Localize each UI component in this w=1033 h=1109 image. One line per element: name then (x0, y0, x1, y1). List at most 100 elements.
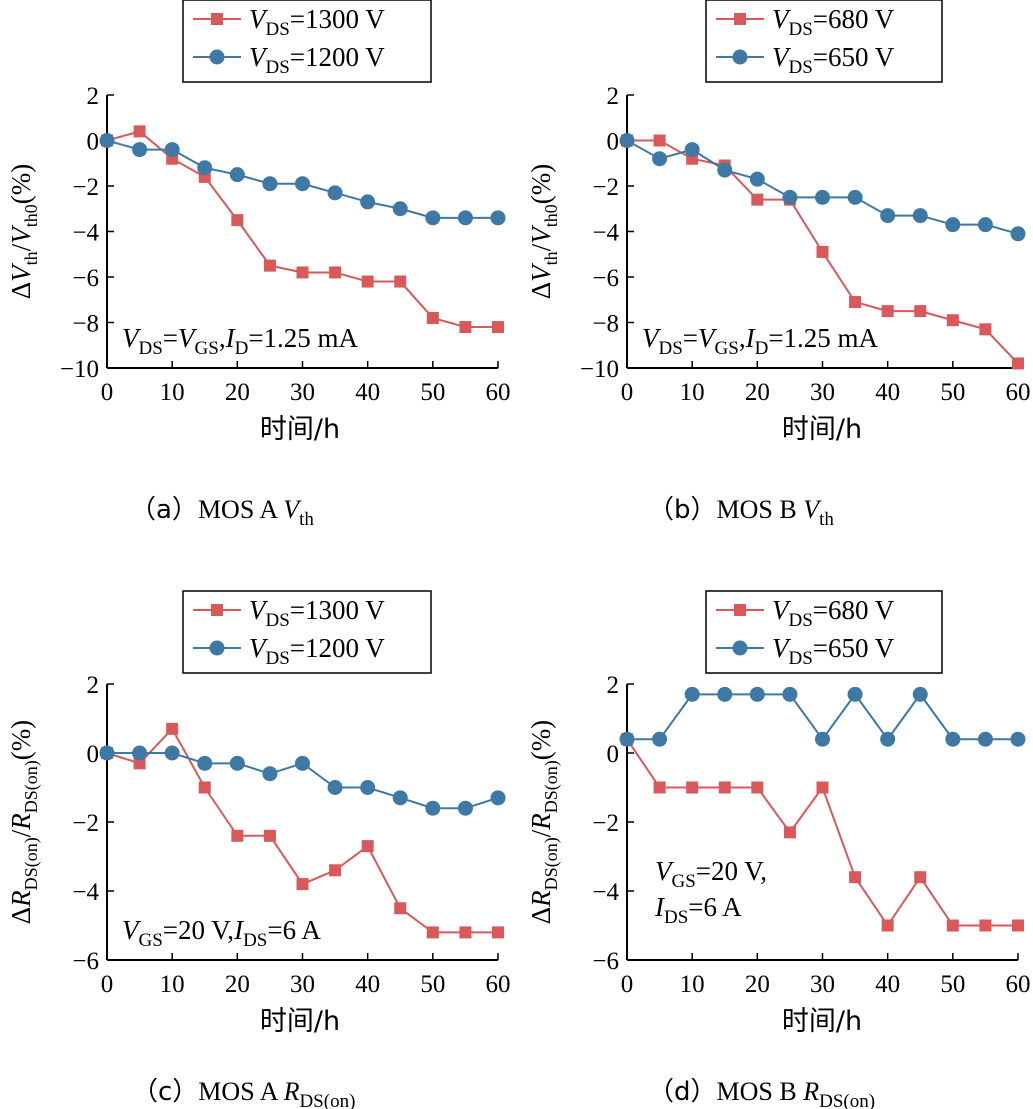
data-point-square (198, 781, 211, 794)
y-tick-label: −10 (60, 356, 99, 383)
x-tick-label: 30 (810, 971, 835, 998)
ylabel-delta: Δ (526, 907, 556, 924)
x-tick-label: 0 (101, 971, 114, 998)
data-point-square (459, 321, 472, 334)
caption-sub: th (819, 509, 834, 530)
data-point-circle (197, 160, 213, 176)
data-point-circle (132, 142, 148, 158)
legend-rest: =680 V (813, 595, 895, 625)
caption-prefix: （d） (648, 1077, 717, 1107)
legend-box (182, 590, 432, 674)
anno-sub: DS (659, 338, 683, 359)
data-point-square (946, 314, 959, 327)
data-point-square (946, 919, 959, 932)
anno-part: I (745, 323, 757, 353)
data-point-square (231, 829, 244, 842)
legend-sym: V (249, 633, 269, 663)
ylabel-slash: / (526, 829, 556, 837)
anno-part: = (683, 323, 698, 353)
y-tick-label: −8 (592, 311, 619, 338)
y-tick-label: 2 (607, 83, 620, 110)
data-point-circle (425, 800, 441, 816)
data-point-square (459, 926, 472, 939)
anno-sub: GS (715, 338, 739, 359)
anno-part: V (178, 323, 198, 353)
x-tick-label: 20 (745, 379, 770, 406)
data-point-square (426, 926, 439, 939)
panel-caption: （a）MOS A Vth (130, 495, 314, 530)
anno-sub: D (235, 338, 249, 359)
data-point-square (426, 311, 439, 324)
legend-sub: DS (789, 19, 813, 40)
x-axis-label: 时间/h (260, 414, 340, 445)
ylabel-den: V (526, 224, 556, 244)
x-tick-label: 40 (355, 971, 380, 998)
ylabel-den-sub: DS(on) (541, 760, 562, 813)
panel-caption: （b）MOS B Vth (648, 495, 834, 530)
ylabel-unit: (%) (526, 164, 556, 204)
legend-sym: V (249, 595, 269, 625)
anno-sub: GS (672, 871, 696, 892)
anno-part: V (655, 856, 675, 886)
ylabel-den: R (6, 813, 36, 831)
data-point-square (1012, 919, 1024, 932)
data-point-circle (847, 189, 863, 205)
x-tick-label: 60 (486, 379, 511, 406)
legend-sub: DS (266, 57, 290, 78)
data-point-square (296, 266, 309, 279)
legend-sub: DS (266, 648, 290, 669)
ylabel-num-sub: DS(on) (21, 837, 42, 890)
anno-sub: GS (195, 338, 219, 359)
ylabel-den-sub: DS(on) (21, 760, 42, 813)
data-point-circle (457, 210, 473, 226)
data-point-circle (880, 208, 896, 224)
ylabel-num-sub: DS(on) (541, 837, 562, 890)
data-point-square (881, 305, 894, 318)
y-tick-label: −2 (592, 810, 619, 837)
legend-sym: V (249, 42, 269, 72)
anno-sub: GS (139, 930, 163, 951)
data-point-square (751, 781, 764, 794)
legend-marker-square (734, 604, 746, 616)
data-point-circle (490, 790, 506, 806)
data-point-circle (99, 745, 115, 761)
annotation-text: VGS=20 V, (655, 856, 767, 892)
x-tick-label: 30 (810, 379, 835, 406)
legend-marker-circle (209, 640, 225, 656)
ylabel-num: R (526, 890, 556, 908)
data-point-circle (360, 780, 376, 795)
data-point-circle (815, 189, 830, 205)
x-tick-label: 30 (290, 971, 315, 998)
caption-sub: DS(on) (819, 1091, 875, 1109)
x-tick-label: 60 (1006, 379, 1031, 406)
ylabel-den: V (6, 224, 36, 244)
data-point-circle (425, 210, 441, 226)
data-point-circle (880, 731, 896, 747)
data-point-circle (392, 201, 408, 217)
ylabel-num-sub: th (541, 251, 561, 265)
anno-part: = (163, 323, 178, 353)
legend-label: VDS=1200 V (249, 42, 385, 78)
annotation-text: VDS=VGS,ID=1.25 mA (122, 323, 359, 359)
data-point-circle (977, 217, 993, 233)
x-tick-label: 20 (745, 971, 770, 998)
legend-sub: DS (266, 19, 290, 40)
data-point-circle (684, 142, 700, 158)
data-point-circle (815, 731, 830, 747)
y-tick-label: −2 (592, 174, 619, 201)
ylabel-unit: (%) (526, 720, 556, 760)
data-point-circle (945, 731, 961, 747)
data-point-square (133, 757, 146, 770)
ylabel-den: R (526, 813, 556, 831)
legend-label: VDS=680 V (772, 595, 895, 631)
y-axis-label: ΔVth/Vth0(%) (526, 164, 561, 299)
data-point-circle (132, 745, 148, 761)
anno-part: , (219, 323, 226, 353)
y-tick-label: 0 (607, 741, 620, 768)
legend-marker-circle (209, 49, 225, 65)
legend-rest: =650 V (813, 633, 895, 663)
ylabel-num-sub: th (21, 251, 41, 265)
caption-sym: R (802, 1077, 819, 1106)
ylabel-slash: / (6, 829, 36, 837)
